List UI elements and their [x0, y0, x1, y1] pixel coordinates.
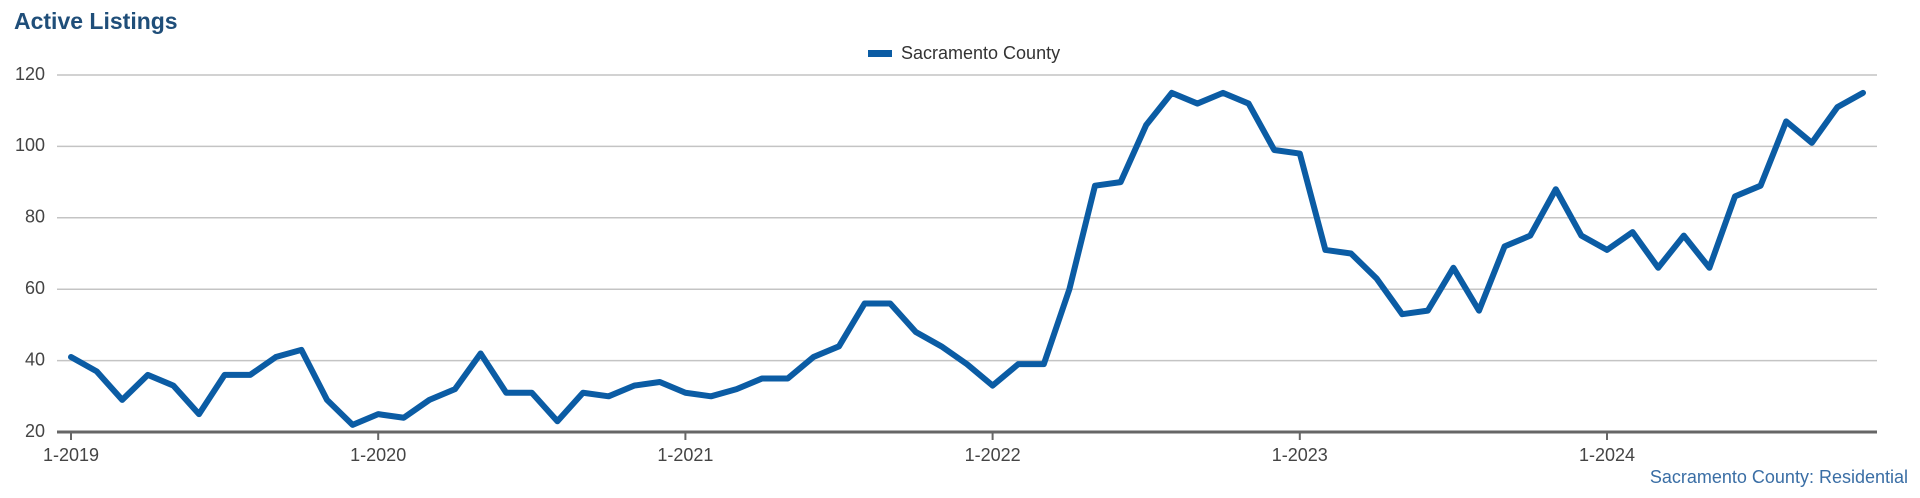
y-tick-label: 120	[15, 64, 45, 84]
x-tick-label: 1-2024	[1579, 445, 1635, 465]
y-tick-label: 80	[25, 207, 45, 227]
x-tick-label: 1-2023	[1272, 445, 1328, 465]
y-tick-label: 100	[15, 135, 45, 155]
y-tick-label: 40	[25, 349, 45, 369]
legend-swatch	[868, 50, 892, 57]
annotation: Sacramento County: Residential	[1650, 467, 1908, 487]
x-tick-label: 1-2020	[350, 445, 406, 465]
y-tick-label: 60	[25, 278, 45, 298]
x-tick-label: 1-2021	[657, 445, 713, 465]
line	[68, 89, 1866, 428]
x-tick-label: 1-2019	[43, 445, 99, 465]
y-tick-label: 20	[25, 421, 45, 441]
x-tick-label: 1-2022	[965, 445, 1021, 465]
legend-label: Sacramento County	[901, 43, 1060, 63]
chart-title: Active Listings	[14, 8, 178, 34]
